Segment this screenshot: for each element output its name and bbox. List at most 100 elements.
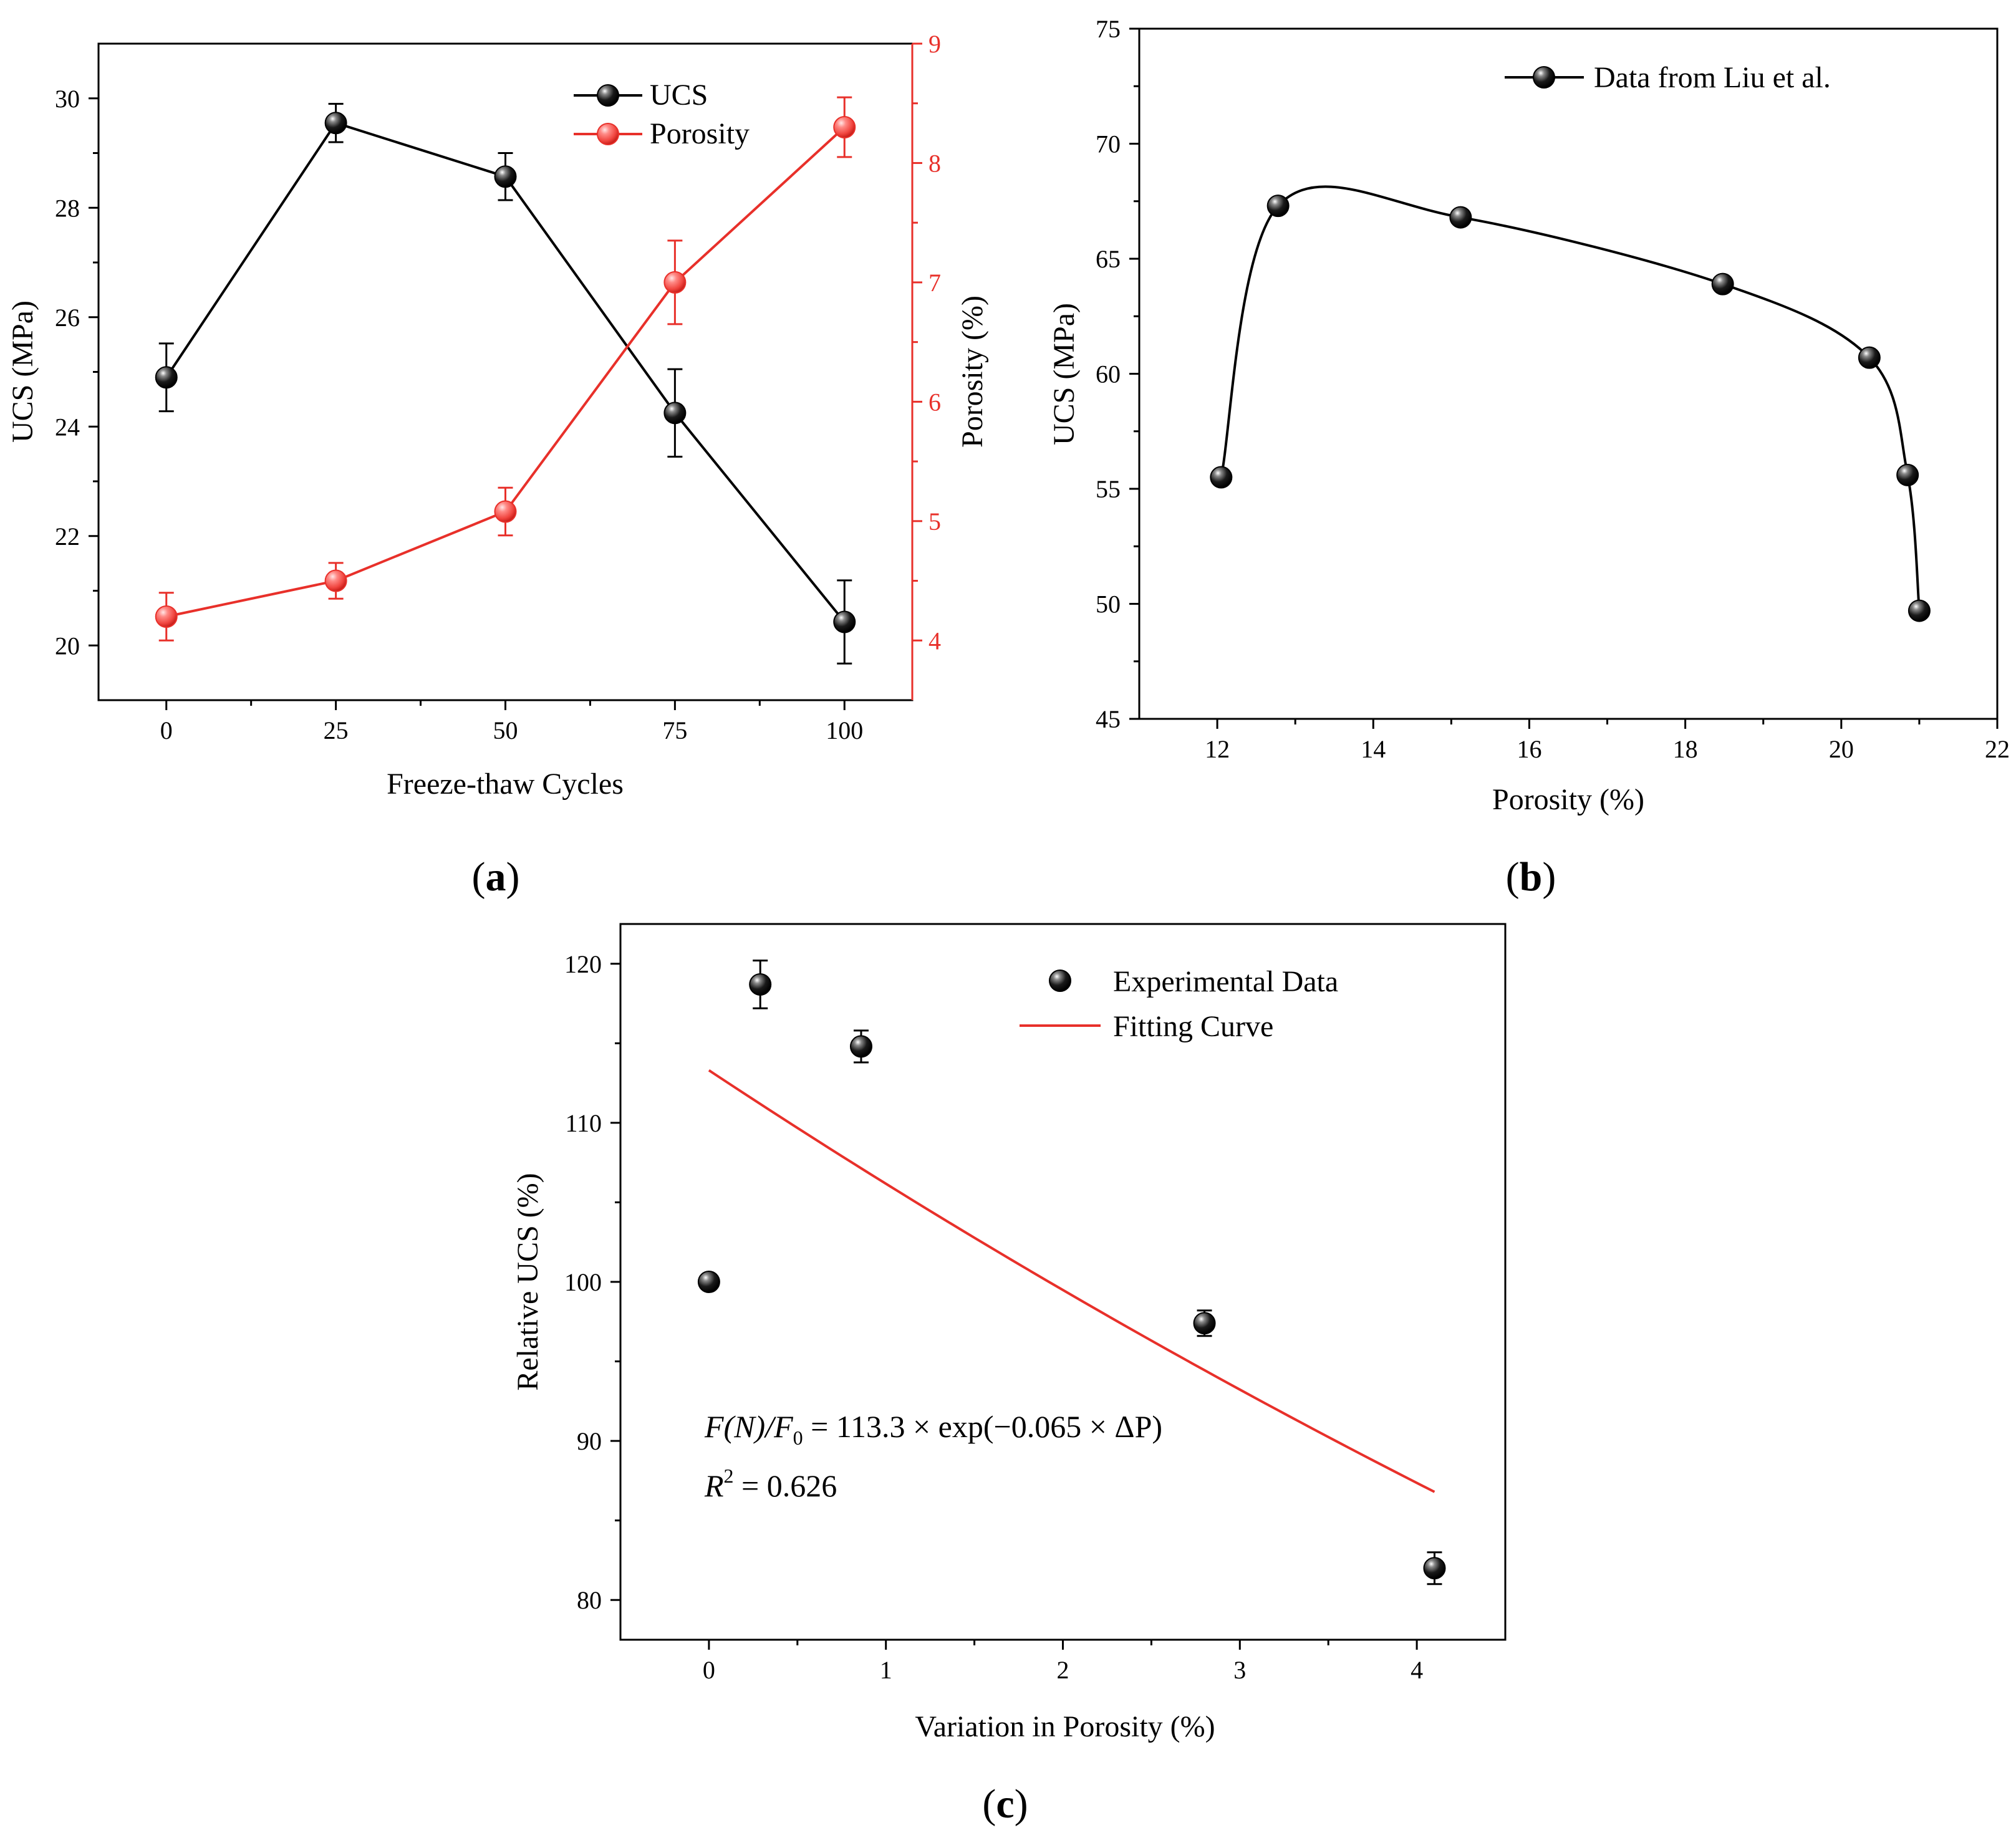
x-tick-label: 22 xyxy=(1985,735,2010,763)
y2-tick-label: 7 xyxy=(928,269,941,297)
y2-axis-ticks: 4 5 6 7 8 9 xyxy=(912,30,941,655)
x-tick-label: 100 xyxy=(826,716,863,744)
data-point xyxy=(1858,346,1881,369)
data-point xyxy=(749,973,772,996)
legend-label-fit: Fitting Curve xyxy=(1113,1010,1273,1043)
data-point xyxy=(1711,272,1734,296)
panel-c: 0 1 2 3 4 80 90 100 110 120 Variation in Porosit… xyxy=(511,923,1507,1827)
y-tick-label: 30 xyxy=(55,85,80,113)
plot-frame xyxy=(97,42,914,701)
x-axis-ticks: 12 14 16 18 20 22 xyxy=(1205,719,2010,763)
eq-subscript: 0 xyxy=(793,1427,803,1449)
r2-right: = 0.626 xyxy=(734,1468,837,1503)
data-point-ucs xyxy=(663,402,687,425)
y-tick-label: 55 xyxy=(1096,475,1121,503)
r2-left: R xyxy=(704,1468,724,1503)
x-tick-label: 75 xyxy=(662,716,687,744)
panel-label-close: ) xyxy=(506,854,520,900)
panel-a: 0 25 50 75 100 20 22 24 26 28 30 4 5 6 7 8 9 Freeze-th… xyxy=(6,30,989,900)
y-tick-label: 45 xyxy=(1096,705,1121,733)
data-point xyxy=(697,1271,720,1293)
data-point-ucs xyxy=(155,366,178,389)
data-point xyxy=(1210,466,1233,489)
data-point xyxy=(1449,206,1472,229)
y-tick-label: 120 xyxy=(564,950,602,978)
legend-marker-ucs xyxy=(597,84,619,107)
legend-marker-porosity xyxy=(597,123,619,145)
x-tick-label: 3 xyxy=(1233,1656,1246,1684)
x-axis-ticks: 0 25 50 75 100 xyxy=(160,700,863,744)
legend: Experimental Data Fitting Curve xyxy=(1020,965,1338,1043)
y-tick-label: 24 xyxy=(55,413,80,441)
plot-frame xyxy=(1138,27,1999,720)
data-point-porosity xyxy=(324,569,347,592)
panel-label-open: ( xyxy=(472,854,486,900)
legend-label-porosity: Porosity xyxy=(650,117,750,150)
x-tick-label: 14 xyxy=(1361,735,1386,763)
panel-label-letter: c xyxy=(996,1781,1014,1827)
x-tick-label: 0 xyxy=(160,716,173,744)
x-tick-label: 20 xyxy=(1829,735,1854,763)
y2-tick-label: 4 xyxy=(928,627,941,655)
x-tick-label: 25 xyxy=(324,716,349,744)
legend-label-ucs: UCS xyxy=(650,79,708,112)
legend-label-experimental: Experimental Data xyxy=(1113,965,1338,998)
y-tick-label: 65 xyxy=(1096,245,1121,273)
legend: UCS Porosity xyxy=(574,79,750,150)
y-tick-label: 28 xyxy=(55,194,80,222)
panel-b: 12 14 16 18 20 22 45 50 55 60 65 70 75 Porosity (%)… xyxy=(1048,15,2010,900)
y-tick-label: 75 xyxy=(1096,15,1121,43)
series-curve xyxy=(1220,185,1921,611)
y-axis-label: UCS (MPa) xyxy=(6,301,39,443)
data-point xyxy=(1423,1557,1446,1580)
x-tick-label: 12 xyxy=(1205,735,1230,763)
panel-label-b: (b) xyxy=(1506,854,1556,900)
eq-right: = 113.3 × exp(−0.065 × ΔP) xyxy=(803,1409,1162,1444)
y2-tick-label: 9 xyxy=(928,30,941,58)
series-layer xyxy=(155,96,856,665)
legend-label: Data from Liu et al. xyxy=(1594,61,1831,94)
data-point xyxy=(1266,195,1290,218)
r-squared: R2 = 0.626 xyxy=(704,1465,837,1503)
x-tick-label: 4 xyxy=(1411,1656,1423,1684)
x-axis-label: Porosity (%) xyxy=(1492,783,1644,816)
y-tick-label: 80 xyxy=(577,1586,602,1614)
y-tick-label: 70 xyxy=(1096,130,1121,158)
y-tick-label: 26 xyxy=(55,304,80,332)
y-axis-label: Relative UCS (%) xyxy=(511,1173,544,1390)
data-point xyxy=(849,1035,872,1058)
data-point-ucs xyxy=(833,610,856,633)
data-point-ucs xyxy=(324,112,347,135)
panel-label-open: ( xyxy=(982,1781,996,1827)
data-point xyxy=(1907,599,1931,622)
y-tick-label: 90 xyxy=(577,1427,602,1455)
x-tick-label: 1 xyxy=(880,1656,892,1684)
x-axis-label: Variation in Porosity (%) xyxy=(915,1710,1215,1743)
series-layer xyxy=(697,960,1446,1585)
data-point-ucs xyxy=(494,165,517,188)
panel-label-close: ) xyxy=(1015,1781,1028,1827)
x-axis-label: Freeze-thaw Cycles xyxy=(387,767,624,801)
panel-label-letter: a xyxy=(486,854,506,900)
r2-superscript: 2 xyxy=(724,1465,734,1487)
y-tick-label: 60 xyxy=(1096,360,1121,388)
y2-axis-label: Porosity (%) xyxy=(956,296,989,448)
plot-frame xyxy=(619,923,1507,1641)
y-tick-label: 50 xyxy=(1096,590,1121,618)
x-tick-label: 0 xyxy=(703,1656,715,1684)
x-tick-label: 16 xyxy=(1517,735,1541,763)
data-point-porosity xyxy=(494,500,517,523)
y-tick-label: 110 xyxy=(565,1109,602,1137)
legend: Data from Liu et al. xyxy=(1505,61,1831,94)
panel-label-letter: b xyxy=(1520,854,1543,900)
y-axis-ticks: 20 22 24 26 28 30 xyxy=(55,85,99,660)
y-tick-label: 22 xyxy=(55,522,80,551)
x-tick-label: 18 xyxy=(1673,735,1698,763)
y-axis-label: UCS (MPa) xyxy=(1048,303,1081,445)
panel-label-close: ) xyxy=(1542,854,1556,900)
panel-label-open: ( xyxy=(1506,854,1520,900)
y2-tick-label: 8 xyxy=(928,149,941,177)
x-axis-ticks: 0 1 2 3 4 xyxy=(703,1640,1423,1684)
data-point-porosity xyxy=(833,116,856,139)
